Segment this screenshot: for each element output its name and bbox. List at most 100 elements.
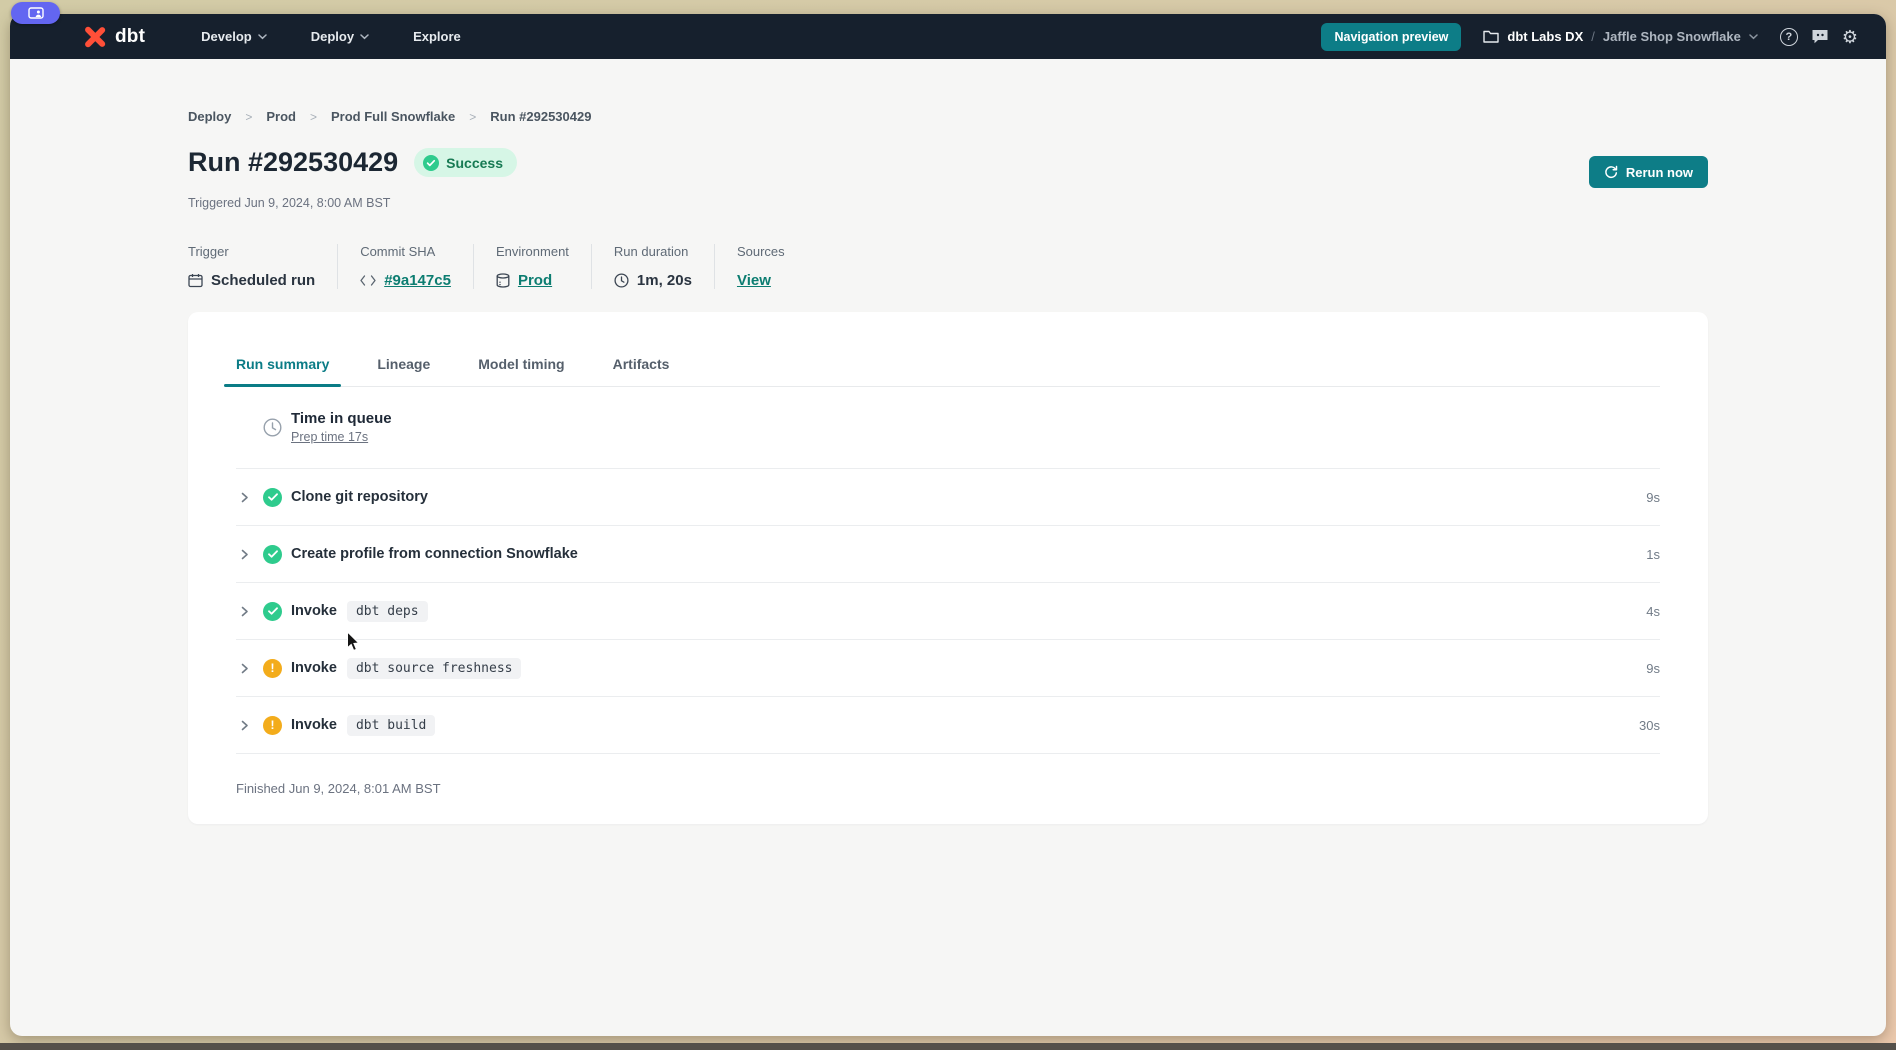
header-row: Run #292530429 Success Rerun now [188,146,1708,188]
chevron-right-icon[interactable] [239,663,251,674]
page-title: Run #292530429 [188,147,399,177]
navigation-preview-button[interactable]: Navigation preview [1321,22,1462,51]
database-icon [496,273,510,288]
step-duration: 4s [1646,603,1660,619]
tab-bar: Run summary Lineage Model timing Artifac… [223,312,1660,387]
finished-timestamp: Finished Jun 9, 2024, 8:01 AM BST [236,781,441,796]
page-content: Deploy > Prod > Prod Full Snowflake > Ru… [188,109,1708,824]
step-label: Clone git repository [291,489,428,505]
help-icon[interactable]: ? [1779,27,1798,46]
queue-clock-icon [263,418,282,437]
navbar-right: Navigation preview dbt Labs DX / Jaffle … [1321,22,1858,51]
breadcrumb-separator: > [309,109,317,124]
step-label: Invoke [291,603,337,619]
nav-menu-develop[interactable]: Develop [201,29,267,44]
screen-bottom-edge [0,1043,1896,1050]
breadcrumb-separator: > [245,109,253,124]
meta-environment: Environment Prod [474,244,592,289]
project-name: Jaffle Shop Snowflake [1602,29,1741,44]
breadcrumb-separator: > [469,109,477,124]
account-separator: / [1591,29,1595,44]
meta-value-text: 1m, 20s [636,272,692,289]
prep-time-link[interactable]: Prep time 17s [291,429,369,444]
run-metadata-row: Trigger Scheduled run Commit SHA #9a147c… [188,244,1708,289]
tab-lineage[interactable]: Lineage [377,356,431,372]
breadcrumb-job[interactable]: Prod Full Snowflake [331,109,456,124]
tab-run-summary[interactable]: Run summary [223,356,342,387]
chevron-right-icon[interactable] [239,492,251,503]
clock-icon [614,273,629,288]
rerun-now-button[interactable]: Rerun now [1588,156,1708,188]
nav-menu-deploy[interactable]: Deploy [311,29,369,44]
step-duration: 9s [1646,489,1660,505]
dbt-logo[interactable]: dbt [82,24,145,50]
meta-run-duration: Run duration 1m, 20s [592,244,715,289]
meta-value-text: Scheduled run [211,272,316,289]
brand-text: dbt [115,25,146,47]
folder-icon [1483,30,1500,43]
success-check-icon [423,154,440,171]
tab-artifacts[interactable]: Artifacts [612,356,670,372]
step-command-chip: dbt deps [346,600,428,622]
environment-link[interactable]: Prod [517,272,553,289]
nav-menu-label: Explore [413,29,461,44]
chevron-right-icon[interactable] [239,549,251,560]
tab-model-timing[interactable]: Model timing [478,356,565,372]
calendar-icon [188,274,203,288]
refresh-icon [1605,165,1618,179]
top-navbar: dbt Develop Deploy Explore Navigation pr… [10,14,1886,59]
account-project-selector[interactable]: dbt Labs DX / Jaffle Shop Snowflake [1483,29,1758,44]
step-duration: 9s [1646,660,1660,676]
code-icon [360,275,376,286]
breadcrumb: Deploy > Prod > Prod Full Snowflake > Ru… [188,109,1708,124]
meta-label: Sources [736,244,785,259]
chevron-down-icon [1749,33,1758,39]
settings-gear-icon[interactable]: ⚙ [1841,26,1858,47]
status-badge: Success [414,148,517,177]
breadcrumb-deploy[interactable]: Deploy [188,109,232,124]
run-summary-card: Run summary Lineage Model timing Artifac… [188,312,1708,824]
commit-sha-link[interactable]: #9a147c5 [384,272,451,289]
breadcrumb-run[interactable]: Run #292530429 [490,109,592,124]
success-status-icon [263,601,282,621]
success-status-icon [263,544,282,564]
chevron-down-icon [360,33,369,39]
screen-share-badge[interactable] [11,2,60,24]
dbt-logo-icon [85,26,106,47]
chevron-right-icon[interactable] [239,606,251,617]
meta-trigger: Trigger Scheduled run [188,244,339,289]
account-name: dbt Labs DX [1507,29,1584,44]
time-in-queue-row: Time in queue Prep time 17s [236,387,1660,469]
step-label: Create profile from connection Snowflake [291,546,578,562]
rerun-now-label: Rerun now [1625,164,1693,180]
chevron-down-icon [257,33,267,39]
step-command-chip: dbt source freshness [346,657,522,679]
warning-status-icon: ! [263,715,282,735]
chevron-right-icon[interactable] [239,720,251,731]
step-invoke-dbt-build[interactable]: ! Invoke dbt build 30s [236,697,1660,754]
step-clone-git-repository[interactable]: Clone git repository 9s [236,469,1660,526]
screen-share-icon [27,7,44,19]
nav-menus: Develop Deploy Explore [201,29,461,44]
warning-status-icon: ! [263,658,282,678]
queue-title: Time in queue [291,409,392,427]
sources-view-link[interactable]: View [736,272,771,289]
step-command-chip: dbt build [346,714,436,736]
step-invoke-dbt-deps[interactable]: Invoke dbt deps 4s [236,583,1660,640]
run-steps-list: Clone git repository 9s Create profile f… [236,469,1660,754]
meta-sources: Sources View [715,244,807,289]
step-invoke-dbt-source-freshness[interactable]: ! Invoke dbt source freshness 9s [236,640,1660,697]
meta-label: Trigger [188,244,229,259]
status-badge-label: Success [446,154,503,171]
success-status-icon [263,487,282,507]
meta-label: Commit SHA [360,244,436,259]
meta-label: Environment [495,244,569,259]
feedback-icon[interactable] [1811,29,1829,44]
nav-menu-label: Develop [201,29,252,44]
breadcrumb-prod[interactable]: Prod [266,109,296,124]
step-create-profile[interactable]: Create profile from connection Snowflake… [236,526,1660,583]
step-label: Invoke [291,660,337,676]
meta-commit-sha: Commit SHA #9a147c5 [338,244,474,289]
nav-menu-explore[interactable]: Explore [413,29,461,44]
triggered-timestamp: Triggered Jun 9, 2024, 8:00 AM BST [188,196,391,210]
